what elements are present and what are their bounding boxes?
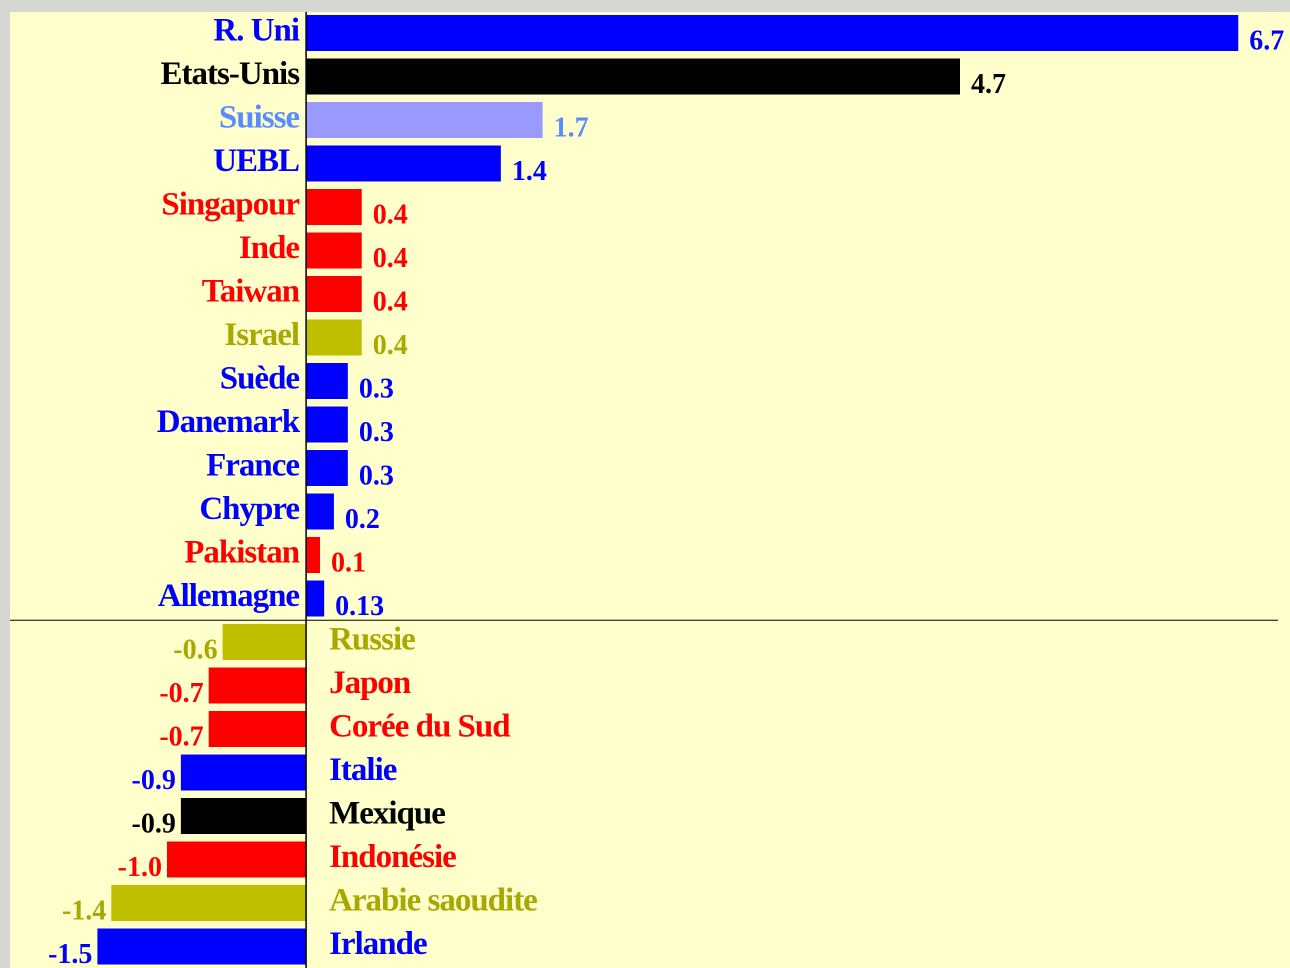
bar bbox=[306, 537, 320, 573]
category-label: Singapour bbox=[161, 187, 299, 223]
bar bbox=[180, 754, 307, 791]
value-label: 0.4 bbox=[373, 243, 408, 274]
bar bbox=[306, 102, 543, 138]
bar bbox=[166, 841, 307, 878]
value-label: 0.3 bbox=[359, 373, 394, 404]
value-label: 0.4 bbox=[373, 199, 408, 230]
value-label: 1.4 bbox=[512, 156, 547, 187]
category-label: Etats-Unis bbox=[161, 56, 301, 92]
value-label: -0.9 bbox=[132, 808, 176, 839]
category-label: France bbox=[206, 448, 299, 484]
category-label: Corée du Sud bbox=[329, 709, 510, 745]
value-label: 1.7 bbox=[554, 112, 589, 143]
bar bbox=[306, 232, 362, 269]
category-label: Mexique bbox=[329, 796, 445, 832]
category-label: R. Uni bbox=[213, 13, 300, 49]
category-label: Indonésie bbox=[329, 839, 456, 875]
bar bbox=[180, 798, 307, 834]
value-label: 0.13 bbox=[335, 591, 384, 622]
category-label: UEBL bbox=[213, 143, 299, 179]
bar bbox=[306, 145, 501, 182]
category-label: Suède bbox=[220, 361, 300, 397]
value-label: 0.1 bbox=[331, 547, 366, 578]
category-label: Suisse bbox=[219, 100, 300, 136]
value-label: 0.2 bbox=[345, 504, 380, 535]
category-label: Inde bbox=[239, 230, 300, 266]
bar bbox=[306, 319, 362, 356]
bar bbox=[306, 450, 348, 486]
value-label: -1.0 bbox=[118, 852, 162, 883]
value-label: 0.3 bbox=[359, 417, 394, 448]
category-label: Arabie saoudite bbox=[329, 883, 537, 919]
value-label: 6.7 bbox=[1249, 25, 1284, 56]
category-label: Japon bbox=[329, 665, 411, 701]
value-label: -0.9 bbox=[132, 765, 176, 796]
bar bbox=[97, 928, 307, 965]
category-label: Irlande bbox=[329, 926, 427, 962]
value-label: -0.6 bbox=[173, 634, 217, 665]
bar bbox=[306, 406, 348, 443]
category-label: Italie bbox=[329, 752, 397, 788]
bar bbox=[306, 493, 334, 530]
category-label: Danemark bbox=[157, 404, 301, 440]
category-label: Israel bbox=[224, 317, 299, 353]
bar bbox=[111, 885, 307, 921]
bar bbox=[306, 276, 362, 312]
value-label: 0.4 bbox=[373, 286, 408, 317]
value-label: -0.7 bbox=[159, 678, 203, 709]
bar bbox=[306, 580, 325, 617]
bar bbox=[306, 363, 348, 399]
bar bbox=[306, 58, 961, 95]
value-label: -1.5 bbox=[48, 939, 92, 968]
category-label: Chypre bbox=[199, 491, 299, 527]
bar bbox=[208, 711, 307, 747]
value-label: 0.4 bbox=[373, 330, 408, 361]
category-label: Taiwan bbox=[202, 274, 300, 310]
category-label: Russie bbox=[329, 622, 415, 658]
value-label: 4.7 bbox=[971, 69, 1006, 100]
bar bbox=[306, 15, 1239, 51]
bar bbox=[306, 189, 362, 225]
value-label: 0.3 bbox=[359, 460, 394, 491]
value-label: -0.7 bbox=[159, 721, 203, 752]
bar bbox=[208, 667, 307, 704]
bar bbox=[222, 624, 307, 660]
category-label: Pakistan bbox=[184, 535, 300, 571]
value-label: -1.4 bbox=[62, 895, 106, 926]
category-label: Allemagne bbox=[158, 578, 300, 614]
